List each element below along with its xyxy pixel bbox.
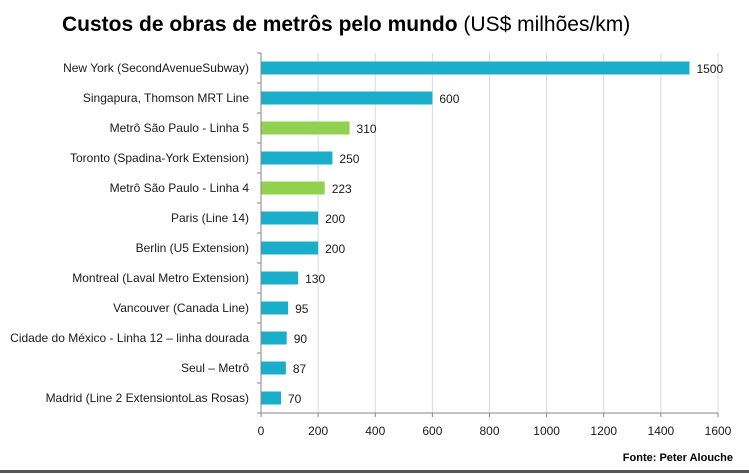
data-label-7: 130 (305, 272, 325, 286)
chart-title-main: Custos de obras de metrôs pelo mundo (62, 13, 458, 36)
data-label-2: 310 (357, 122, 377, 136)
category-label-11: Madrid (Line 2 ExtensiontoLas Rosas) (46, 391, 249, 405)
category-label-7: Montreal (Laval Metro Extension) (72, 271, 249, 285)
bars (261, 61, 690, 405)
data-label-0: 1500 (696, 62, 723, 76)
x-tick-label-1200: 1200 (590, 424, 617, 438)
category-label-8: Vancouver (Canada Line) (113, 301, 249, 315)
x-tick-label-1400: 1400 (648, 424, 675, 438)
data-label-1: 600 (439, 92, 459, 106)
axes (257, 52, 719, 417)
bar-1 (261, 91, 433, 105)
category-label-0: New York (SecondAvenueSubway) (63, 61, 249, 75)
bar-7 (261, 271, 299, 285)
category-label-6: Berlin (U5 Extension) (136, 241, 249, 255)
bottom-border (0, 470, 749, 473)
x-tick-label-200: 200 (308, 424, 328, 438)
category-label-2: Metrô São Paulo - Linha 5 (110, 121, 250, 135)
x-tick-label-1600: 1600 (705, 424, 732, 438)
data-label-3: 250 (339, 152, 359, 166)
data-label-10: 87 (293, 362, 307, 376)
bar-0 (261, 61, 690, 75)
bar-6 (261, 241, 319, 255)
data-label-5: 200 (325, 212, 345, 226)
data-label-9: 90 (294, 332, 308, 346)
blank-patch (66, 434, 194, 474)
category-label-9: Cidade do México - Linha 12 – linha dour… (10, 331, 249, 345)
category-label-4: Metrô São Paulo - Linha 4 (110, 181, 250, 195)
bar-4 (261, 181, 325, 195)
data-label-11: 70 (288, 392, 302, 406)
x-tick-label-800: 800 (479, 424, 499, 438)
bar-11 (261, 391, 281, 405)
bar-10 (261, 361, 286, 375)
bar-2 (261, 121, 350, 135)
data-labels: 1500 600 310 250 223 200 200 130 95 90 87 70 (288, 62, 723, 406)
bar-5 (261, 211, 319, 225)
grid-lines (317, 53, 719, 413)
source-note: Fonte: Peter Alouche (620, 452, 735, 464)
bar-8 (261, 301, 289, 315)
bar-3 (261, 151, 333, 165)
x-tick-label-1000: 1000 (533, 424, 560, 438)
chart-title: Custos de obras de metrôs pelo mundo (US… (62, 13, 630, 37)
bar-9 (261, 331, 287, 345)
category-label-3: Toronto (Spadina-York Extension) (70, 151, 249, 165)
x-tick-label-0: 0 (258, 424, 265, 438)
category-label-10: Seul – Metrô (181, 361, 249, 375)
category-label-1: Singapura, Thomson MRT Line (83, 91, 249, 105)
data-label-4: 223 (332, 182, 352, 196)
category-label-5: Paris (Line 14) (171, 211, 249, 225)
x-tick-label-600: 600 (422, 424, 442, 438)
data-label-8: 95 (295, 302, 309, 316)
data-label-6: 200 (325, 242, 345, 256)
x-tick-label-400: 400 (365, 424, 385, 438)
chart-title-unit: (US$ milhões/km) (463, 13, 631, 36)
category-labels: New York (SecondAvenueSubway) Singapura, … (10, 61, 249, 405)
x-tick-labels: 0 200 400 600 800 1000 1200 1400 1600 (258, 424, 732, 438)
